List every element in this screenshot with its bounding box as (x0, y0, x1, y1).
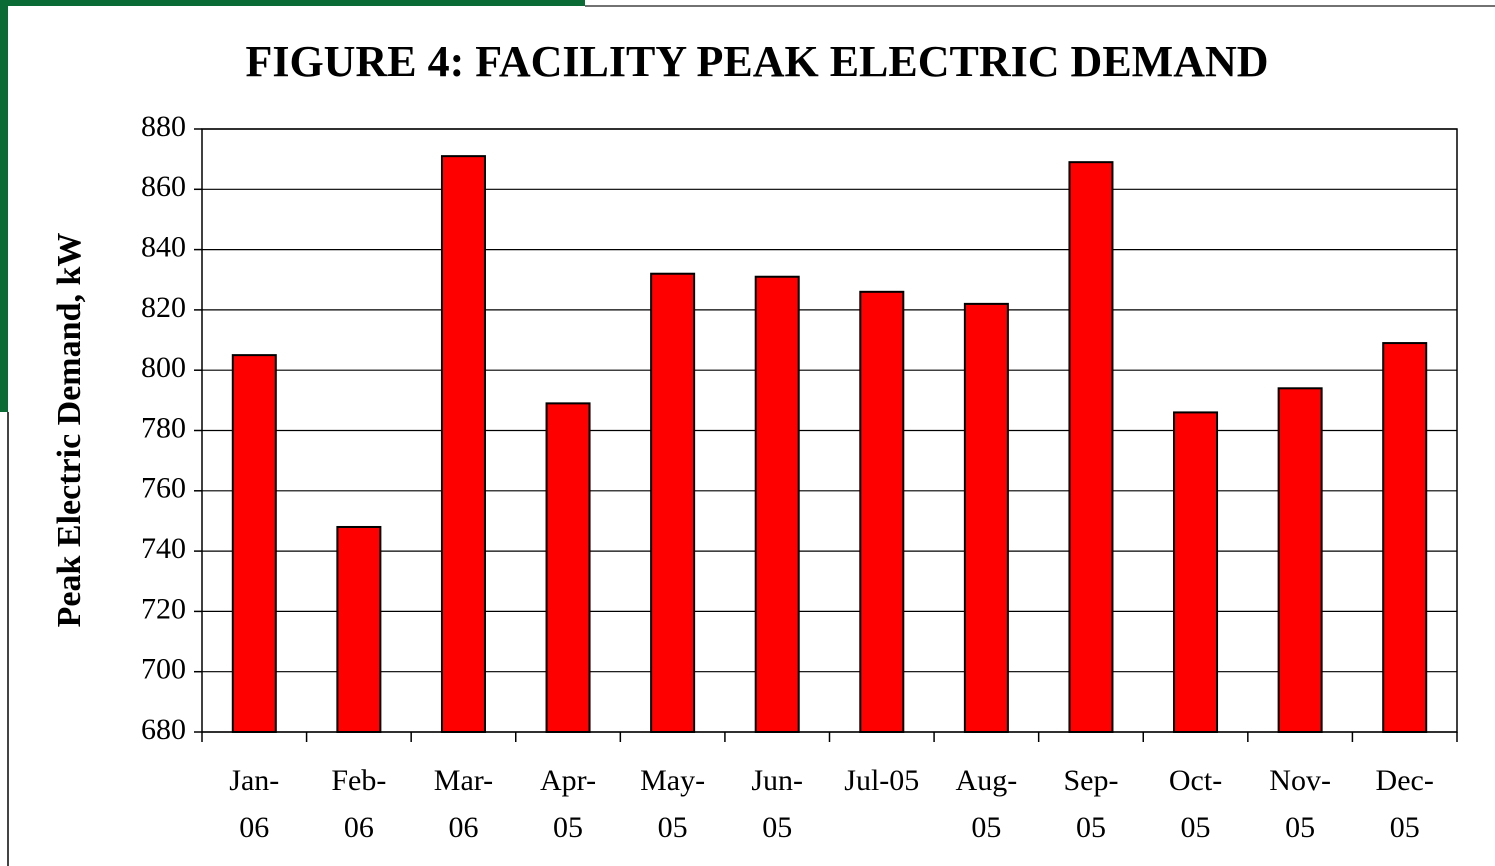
x-tick-label-line: 05 (658, 811, 688, 844)
bar (650, 272, 696, 733)
x-tick-label-line: Nov- (1269, 764, 1331, 797)
x-tick-label: Oct- 05 (1169, 764, 1222, 844)
y-tick-label: 820 (141, 291, 186, 324)
x-tick-label-line: 05 (971, 811, 1001, 844)
x-tick-label-line: Apr- (540, 764, 596, 797)
y-tick-label: 720 (141, 592, 186, 625)
y-tick-label: 680 (141, 713, 186, 746)
frame-accent (0, 0, 8, 412)
y-tick-label: 860 (141, 170, 186, 203)
bar (963, 302, 1009, 733)
x-tick-label-line: Oct- (1169, 764, 1222, 797)
x-tick-label: Sep- 05 (1063, 764, 1118, 844)
x-tick-label: Mar- 06 (434, 764, 493, 844)
x-tick-label-line: 05 (553, 811, 583, 844)
x-tick-label-line: 06 (344, 811, 374, 844)
bar (231, 354, 277, 733)
x-tick-label: Jun- 05 (751, 764, 803, 844)
x-tick-label: Apr- 05 (540, 764, 596, 844)
x-tick-label-line: 06 (448, 811, 478, 844)
x-tick-label: Jul-05 (844, 764, 919, 797)
bar (859, 290, 905, 733)
x-tick-label: Nov- 05 (1269, 764, 1331, 844)
x-tick-label-line: Jan- (229, 764, 279, 797)
bar (1173, 411, 1219, 733)
x-tick-label-line: 05 (1076, 811, 1106, 844)
x-tick-label-line: Feb- (331, 764, 386, 797)
frame-accent (0, 0, 585, 6)
x-tick-label-line: Dec- (1376, 764, 1434, 797)
bar (1068, 161, 1114, 734)
x-tick-label-line: 06 (239, 811, 269, 844)
x-tick-label-line: Jun- (751, 764, 803, 797)
x-tick-label-line: 05 (1390, 811, 1420, 844)
bar (1382, 342, 1428, 733)
x-tick-label: Jan- 06 (229, 764, 279, 844)
bar (440, 155, 486, 733)
y-tick-label: 700 (141, 653, 186, 686)
bar (754, 275, 800, 733)
x-tick-label-line: Mar- (434, 764, 493, 797)
x-tick-label: Dec- 05 (1376, 764, 1434, 844)
y-axis-label: Peak Electric Demand, kW (51, 233, 88, 628)
bar (336, 525, 382, 733)
y-tick-label: 740 (141, 532, 186, 565)
x-tick-label: May- 05 (640, 764, 705, 844)
y-tick-label: 760 (141, 472, 186, 505)
x-tick-label-line: May- (640, 764, 705, 797)
x-tick-label-line: 05 (1285, 811, 1315, 844)
bar (545, 402, 591, 733)
x-tick-label-line: 05 (762, 811, 792, 844)
y-tick-label: 780 (141, 411, 186, 444)
y-tick-label: 880 (141, 110, 186, 143)
x-tick-label: Aug- 05 (956, 764, 1018, 844)
x-tick-label-line: 05 (1181, 811, 1211, 844)
y-tick-label: 840 (141, 230, 186, 263)
bar (1277, 387, 1323, 733)
chart-title: FIGURE 4: FACILITY PEAK ELECTRIC DEMAND (245, 37, 1268, 86)
x-tick-label: Feb- 06 (331, 764, 386, 844)
y-tick-label: 800 (141, 351, 186, 384)
x-tick-label-line: Sep- (1063, 764, 1118, 797)
x-tick-label-line: Aug- (956, 764, 1018, 797)
